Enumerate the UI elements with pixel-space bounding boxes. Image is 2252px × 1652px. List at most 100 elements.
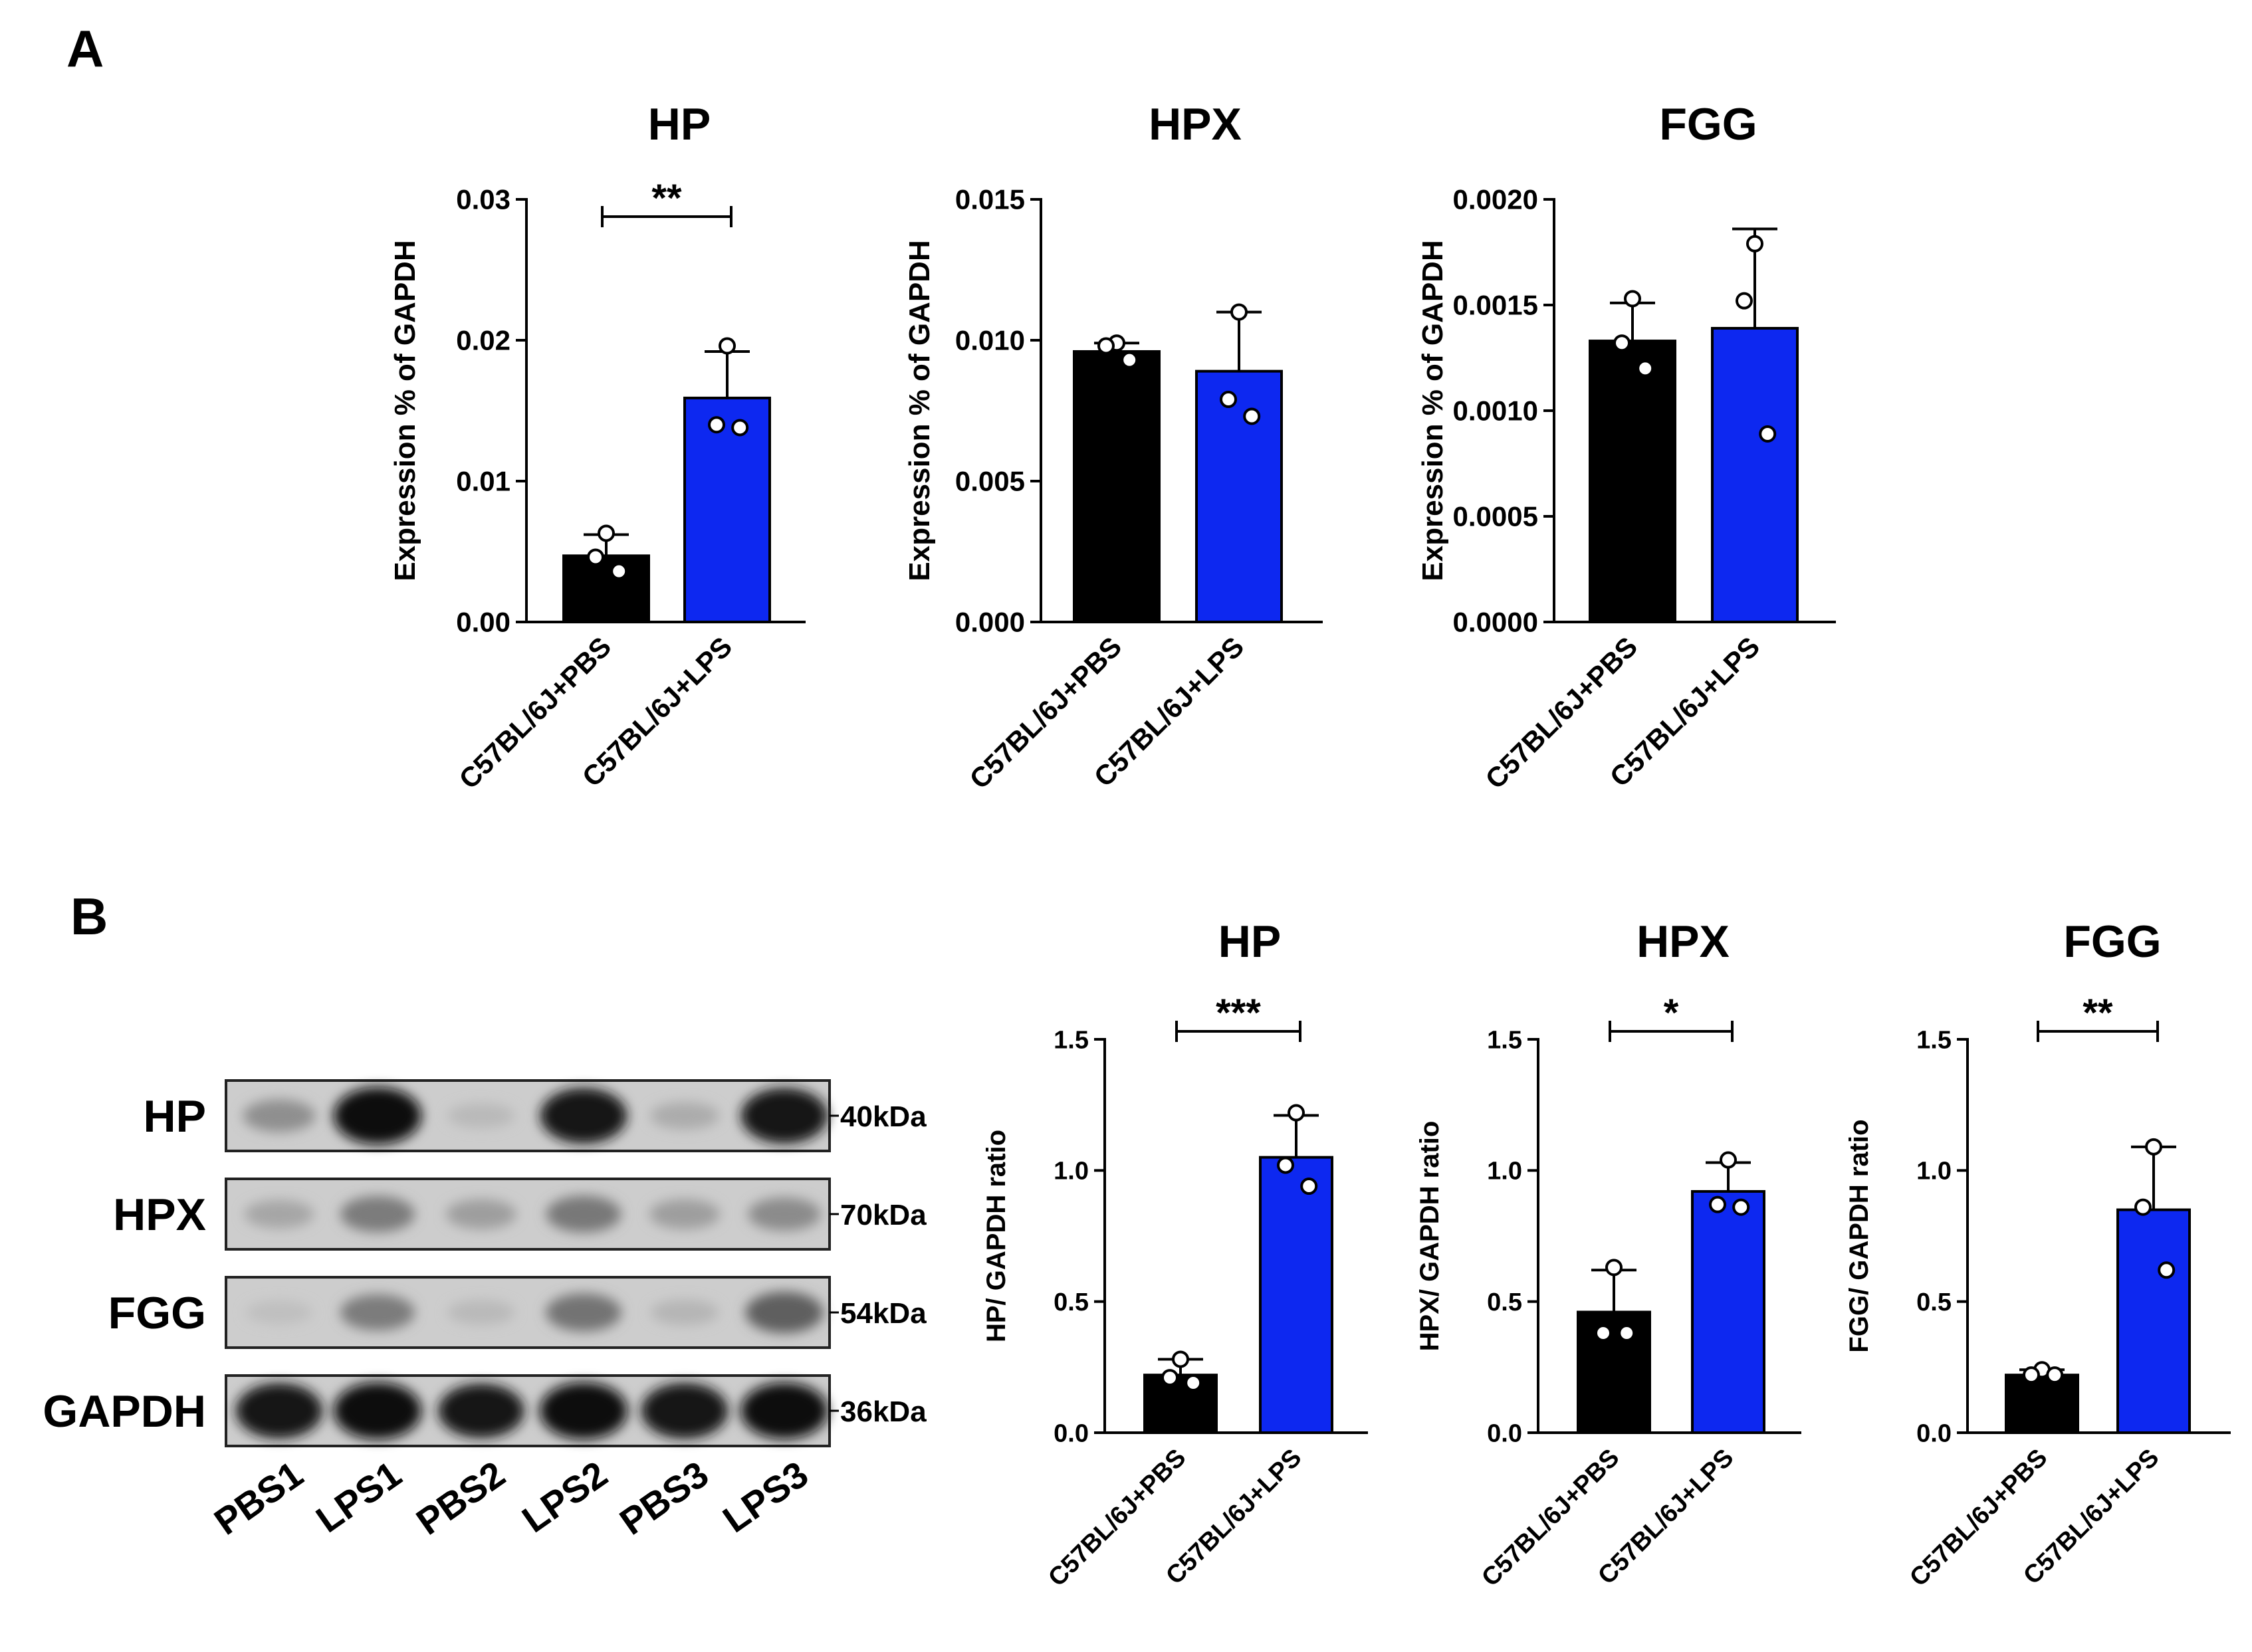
y-tick-label: 1.5 <box>1054 1026 1089 1054</box>
data-point <box>2134 1198 2152 1216</box>
panel-label-a: A <box>66 19 104 78</box>
bar <box>2116 1208 2191 1434</box>
data-point <box>1300 1178 1318 1195</box>
significance-label: ** <box>651 177 682 220</box>
protein-label: HPX <box>113 1189 206 1240</box>
blot-strip <box>225 1079 831 1152</box>
y-tick-label: 0.0020 <box>1453 184 1538 215</box>
protein-label: HP <box>144 1091 206 1142</box>
chart-title: HPX <box>1636 916 1730 967</box>
blot-strip <box>225 1374 831 1447</box>
data-point <box>1732 1198 1750 1216</box>
blot-band <box>245 1300 313 1325</box>
blot-row-fgg: FGG 54kDa <box>108 1276 927 1349</box>
data-point <box>2158 1261 2176 1279</box>
y-axis-label: FGG/ GAPDH ratio <box>1845 1119 1874 1352</box>
y-tick-label: 0.0005 <box>1453 501 1538 532</box>
chart-title: HPX <box>1149 99 1242 150</box>
lane-label: LPS1 <box>308 1453 409 1540</box>
lane-label: PBS2 <box>409 1453 512 1543</box>
data-point <box>1759 425 1777 443</box>
bar <box>1073 350 1161 624</box>
blot-band <box>740 1382 828 1439</box>
bar <box>683 396 771 623</box>
blot-band <box>546 1195 621 1233</box>
size-label: 36kDa <box>840 1395 927 1428</box>
data-point <box>708 416 725 434</box>
y-axis-label: Expression % of GAPDH <box>903 240 936 581</box>
data-point <box>1624 290 1641 308</box>
lane-label: LPS2 <box>514 1453 615 1540</box>
y-tick-label: 0.0 <box>1916 1419 1952 1447</box>
bar <box>1143 1374 1218 1435</box>
data-point <box>1636 360 1654 377</box>
y-axis-label: HP/ GAPDH ratio <box>982 1130 1011 1342</box>
blot-band <box>546 1293 621 1332</box>
y-tick-label: 0.010 <box>955 325 1025 356</box>
y-tick-label: 0.0 <box>1487 1419 1522 1447</box>
blot-band <box>540 1382 627 1439</box>
blot-band <box>748 1197 821 1231</box>
significance-label: *** <box>1216 991 1261 1035</box>
blot-band <box>243 1099 316 1132</box>
blot-strip <box>225 1276 831 1349</box>
y-tick-label: 0.01 <box>456 466 510 497</box>
blot-band <box>540 1088 627 1144</box>
bar <box>2005 1374 2079 1435</box>
data-point <box>1618 1324 1636 1342</box>
y-tick-label: 0.005 <box>955 466 1025 497</box>
data-point <box>1746 235 1763 253</box>
lane-label: PBS1 <box>207 1453 310 1543</box>
y-tick-label: 0.0010 <box>1453 395 1538 427</box>
blot-row-hp: HP 40kDa <box>144 1079 927 1152</box>
y-tick-label: 0.02 <box>456 325 510 356</box>
blot-band <box>340 1294 415 1331</box>
y-tick-label: 0.5 <box>1054 1289 1089 1316</box>
blot-strip <box>225 1178 831 1251</box>
significance-label: * <box>1664 991 1679 1035</box>
blot-row-hpx: HPX 70kDa <box>113 1178 927 1251</box>
blot-band <box>447 1300 515 1325</box>
size-label: 54kDa <box>840 1297 927 1330</box>
data-point <box>610 562 628 580</box>
data-point <box>719 337 736 355</box>
bar <box>1691 1189 1765 1434</box>
y-tick-label: 1.5 <box>1487 1026 1522 1054</box>
data-point <box>2046 1366 2064 1384</box>
bar <box>1589 340 1676 623</box>
y-tick-label: 0.015 <box>955 184 1025 215</box>
y-tick-label: 1.0 <box>1916 1158 1952 1186</box>
y-tick-label: 0.5 <box>1916 1289 1952 1316</box>
data-point <box>2023 1366 2040 1384</box>
blot-band <box>745 1291 824 1334</box>
bar <box>1577 1310 1651 1435</box>
y-tick-label: 0.00 <box>456 607 510 638</box>
blot-row-gapdh: GAPDH 36kDa <box>43 1374 927 1447</box>
blot-band <box>235 1383 323 1439</box>
y-tick-label: 0.03 <box>456 184 510 215</box>
chart-3: FGG 0.0000 0.0005 0.0010 0.0015 0.0020Express… <box>1416 99 1836 795</box>
data-point <box>1220 391 1237 409</box>
chart-title: FGG <box>2063 916 2161 967</box>
blot-band <box>650 1299 719 1326</box>
lane-label: LPS3 <box>715 1453 816 1540</box>
data-point <box>1097 337 1115 355</box>
y-tick-label: 0.000 <box>955 607 1025 638</box>
chart-title: HP <box>1218 916 1281 967</box>
y-axis-label: Expression % of GAPDH <box>389 240 421 581</box>
data-point <box>598 524 615 542</box>
blot-band <box>334 1087 421 1144</box>
data-point <box>1172 1350 1189 1368</box>
blot-band <box>445 1199 517 1229</box>
bar <box>1195 369 1283 623</box>
y-tick-label: 0.0000 <box>1453 607 1538 638</box>
data-point <box>1709 1195 1726 1213</box>
data-point <box>1605 1259 1623 1277</box>
blot-band <box>740 1088 828 1144</box>
chart-4: HP0.00.51.01.5HP/ GAPDH ratioC57BL/6J+PB… <box>982 916 1368 1592</box>
y-tick-label: 0.0 <box>1054 1419 1089 1447</box>
